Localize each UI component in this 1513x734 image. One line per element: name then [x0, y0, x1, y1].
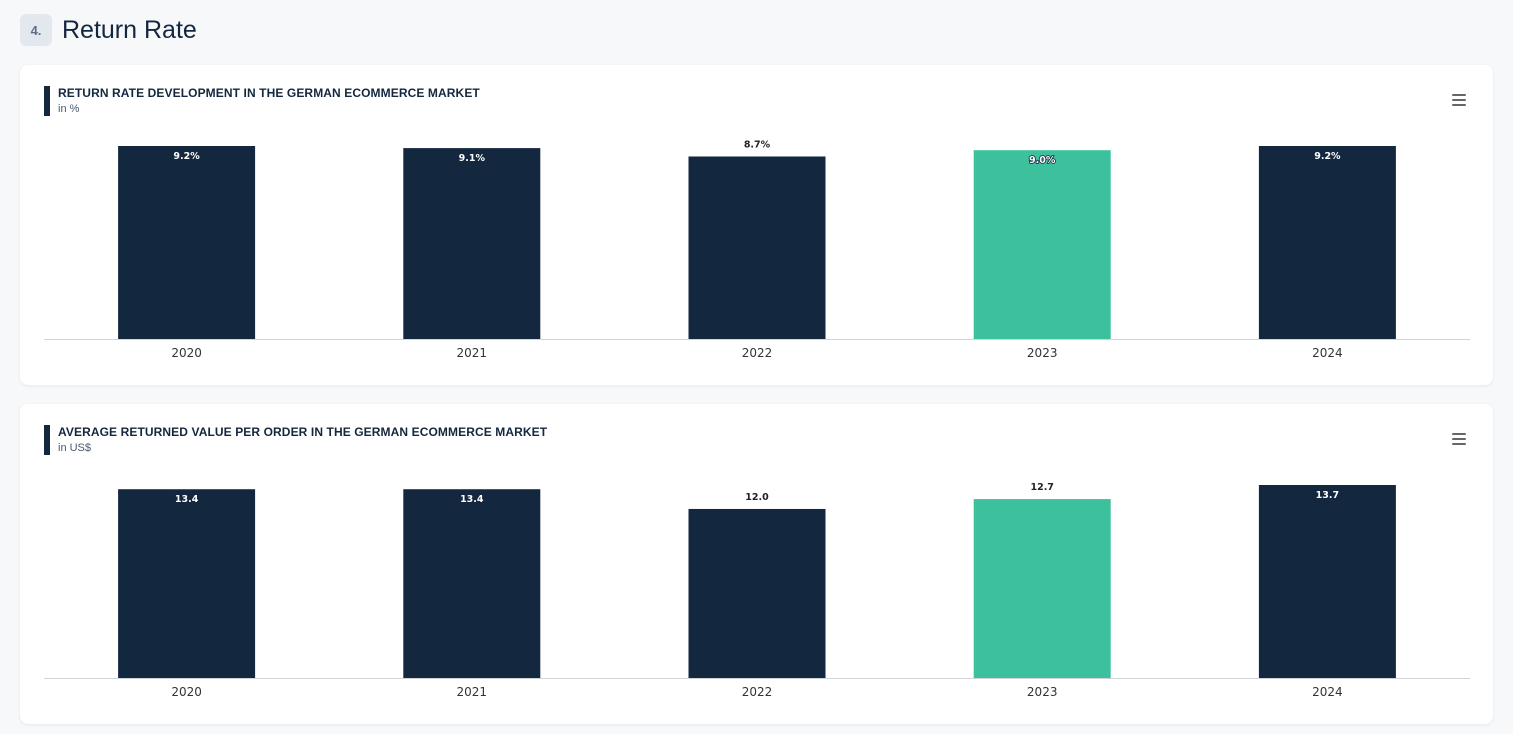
- section-number: 4.: [20, 14, 52, 46]
- bar-2022[interactable]: [688, 156, 826, 339]
- x-tick-label: 2024: [1312, 346, 1343, 360]
- data-label-2024: 9.2%: [1314, 151, 1341, 162]
- x-tick-label: 2020: [171, 346, 202, 360]
- x-tick-label: 2024: [1312, 685, 1343, 699]
- data-label-2021: 13.4: [460, 494, 484, 505]
- bar-chart-returned-value: 13.4 2020 13.4 2021 12.0 2022 12.7 2023 13.7 2024: [44, 482, 1470, 699]
- section-title: Return Rate: [62, 15, 197, 44]
- chart-subtitle: in %: [58, 103, 80, 115]
- bar-2022[interactable]: [688, 508, 826, 678]
- bar-2023[interactable]: [973, 499, 1111, 678]
- x-tick-label: 2023: [1027, 346, 1058, 360]
- bar-2024[interactable]: [1258, 485, 1396, 678]
- chart-subtitle: in US$: [58, 442, 92, 454]
- data-label-2023: 12.7: [1030, 482, 1053, 493]
- data-label-2022: 12.0: [745, 492, 769, 503]
- bar-chart-return-rate: 9.2% 2020 9.1% 2021 8.7% 2022 9.0% 2023 9.2% 2024: [44, 139, 1470, 360]
- data-label-2021: 9.1%: [459, 153, 486, 164]
- bar-2021[interactable]: [403, 489, 541, 678]
- chart-title: RETURN RATE DEVELOPMENT IN THE GERMAN EC…: [58, 86, 480, 100]
- chart-card-return-rate: RETURN RATE DEVELOPMENT IN THE GERMAN EC…: [20, 65, 1493, 385]
- data-label-2020: 13.4: [175, 494, 199, 505]
- chart-card-returned-value: AVERAGE RETURNED VALUE PER ORDER IN THE …: [20, 404, 1493, 724]
- bar-2020[interactable]: [118, 146, 256, 339]
- x-tick-label: 2020: [171, 685, 202, 699]
- hamburger-menu-icon[interactable]: [1452, 433, 1466, 445]
- bar-2021[interactable]: [403, 148, 541, 339]
- data-label-2024: 13.7: [1316, 490, 1339, 501]
- x-tick-label: 2022: [742, 346, 773, 360]
- chart-header: RETURN RATE DEVELOPMENT IN THE GERMAN EC…: [44, 86, 480, 116]
- chart-header: AVERAGE RETURNED VALUE PER ORDER IN THE …: [44, 425, 547, 455]
- data-label-2020: 9.2%: [173, 151, 200, 162]
- x-tick-label: 2021: [457, 685, 488, 699]
- x-tick-label: 2023: [1027, 685, 1058, 699]
- hamburger-menu-icon[interactable]: [1452, 94, 1466, 106]
- section-header: 4. Return Rate: [20, 13, 197, 47]
- bar-2020[interactable]: [118, 489, 256, 678]
- bar-2023[interactable]: [973, 150, 1111, 339]
- chart-title: AVERAGE RETURNED VALUE PER ORDER IN THE …: [58, 425, 548, 439]
- x-tick-label: 2021: [457, 346, 488, 360]
- bar-2024[interactable]: [1258, 146, 1396, 339]
- data-label-2022: 8.7%: [744, 139, 771, 150]
- x-tick-label: 2022: [742, 685, 773, 699]
- data-label-2023: 9.0%: [1029, 155, 1056, 166]
